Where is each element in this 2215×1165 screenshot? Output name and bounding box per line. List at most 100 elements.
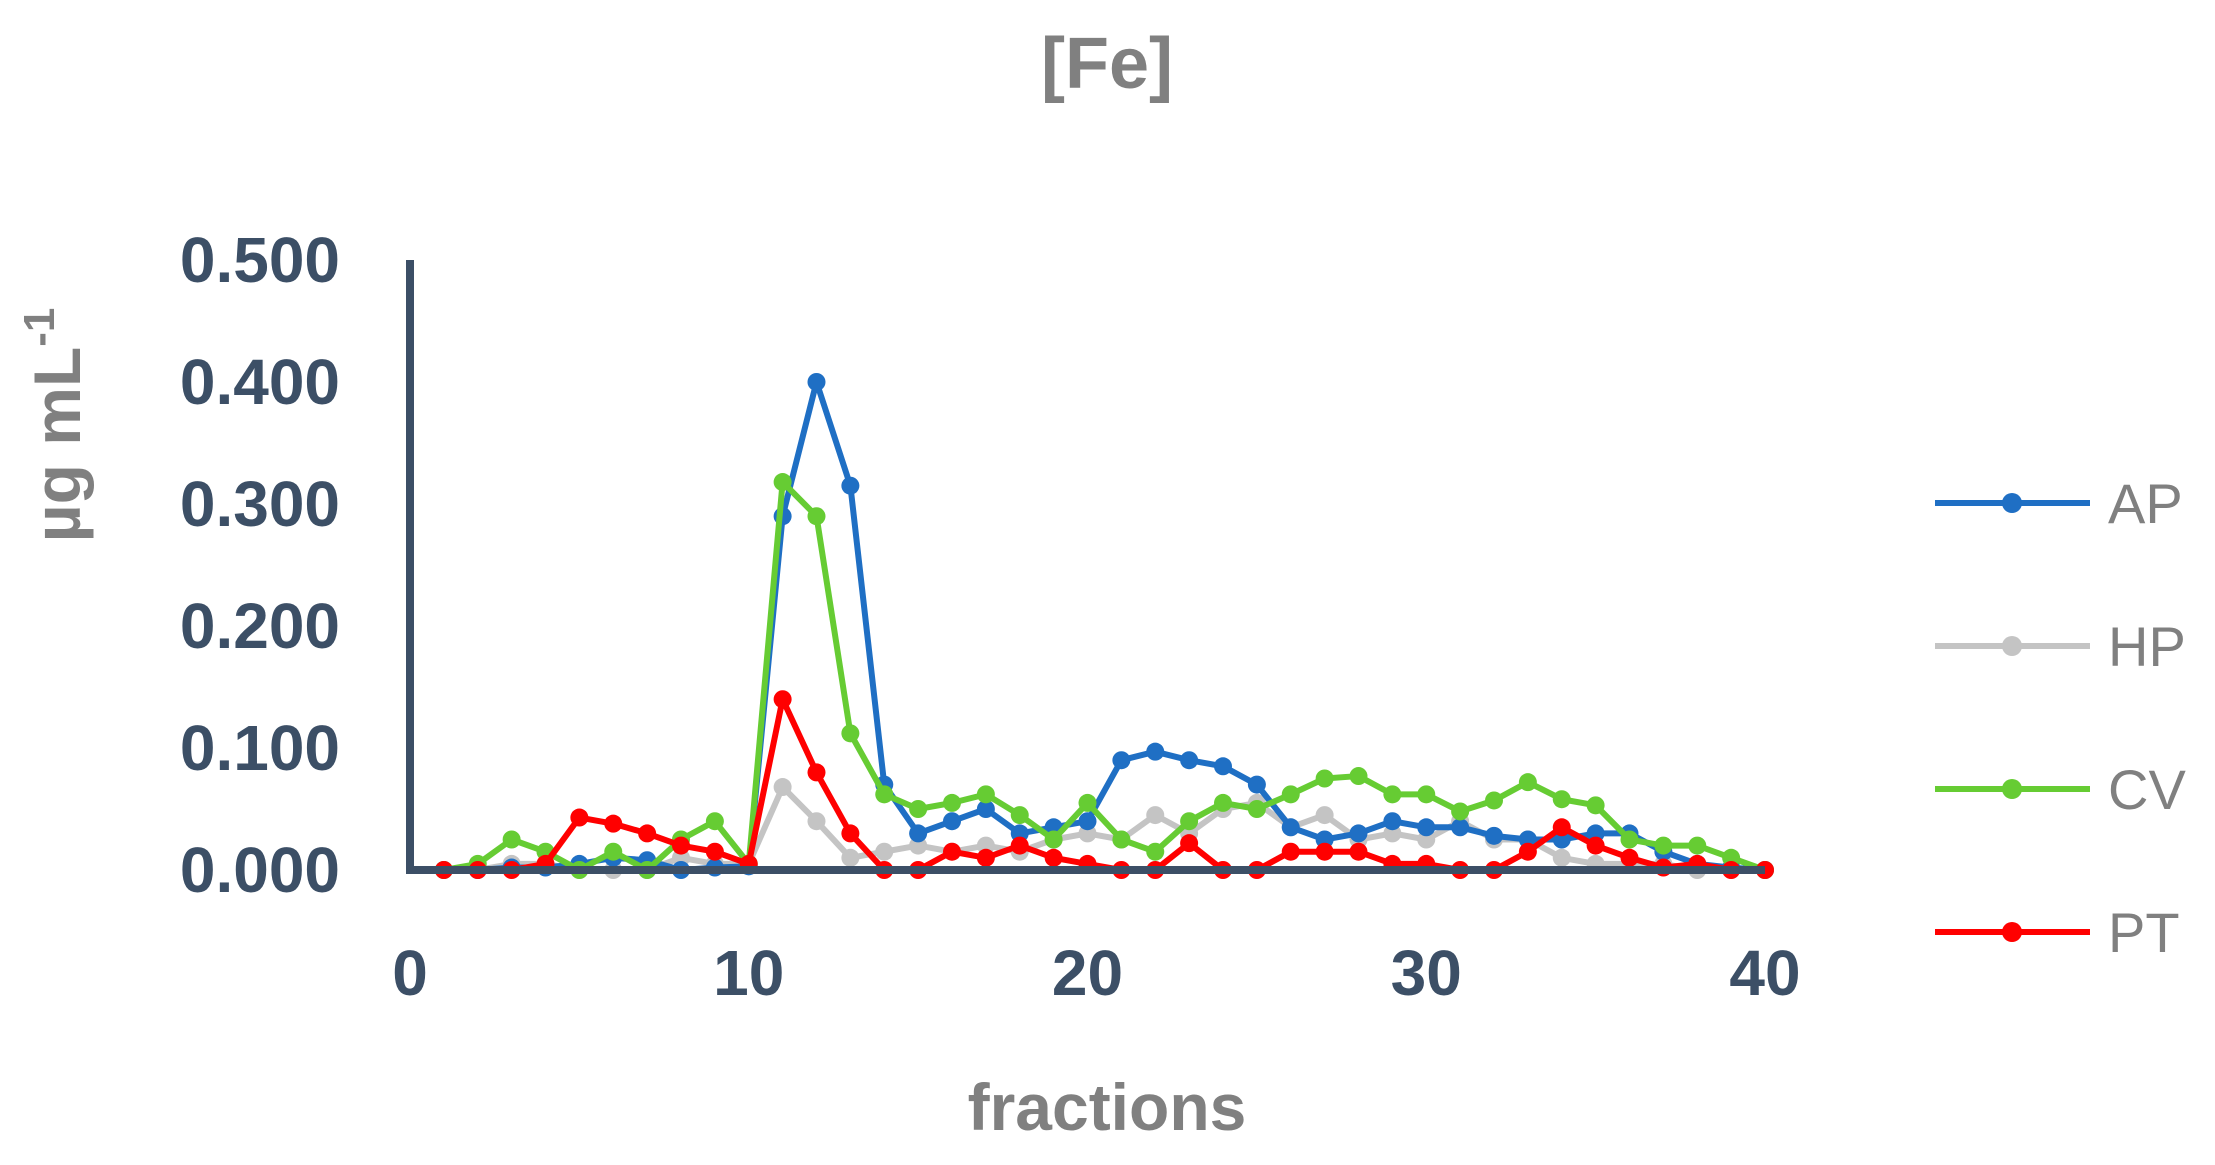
y-axis-label-main: µg mL — [20, 347, 94, 543]
data-point-pt — [604, 814, 623, 833]
data-point-ap — [807, 373, 826, 391]
x-tick-label: 30 — [1391, 937, 1462, 1009]
legend: AP HP CV PT — [1935, 472, 2186, 964]
data-point-pt — [1349, 842, 1368, 861]
legend-label-cv: CV — [2108, 758, 2186, 821]
data-point-pt — [705, 842, 724, 861]
data-point-ap — [943, 812, 961, 831]
data-point-hp — [1146, 806, 1165, 825]
legend-label-ap: AP — [2108, 472, 2183, 535]
data-point-pt — [1180, 834, 1199, 853]
data-point-cv — [705, 812, 724, 831]
data-point-cv — [807, 507, 826, 526]
x-tick-label: 40 — [1729, 937, 1800, 1009]
data-point-cv — [604, 842, 623, 861]
data-point-cv — [1654, 836, 1673, 855]
data-point-cv — [1146, 842, 1165, 861]
data-point-cv — [1552, 790, 1571, 809]
data-point-hp — [1552, 848, 1571, 867]
legend-label-hp: HP — [2108, 615, 2186, 678]
axes — [406, 260, 1765, 874]
data-point-hp — [841, 848, 860, 867]
y-axis-label: µg mL-1 — [15, 308, 94, 543]
data-point-pt — [1315, 842, 1334, 861]
data-point-ap — [909, 824, 928, 843]
data-point-cv — [1315, 769, 1334, 788]
data-point-pt — [672, 836, 690, 855]
data-point-cv — [1349, 767, 1368, 786]
y-tick-label: 0.000 — [180, 834, 340, 906]
legend-label-pt: PT — [2108, 901, 2180, 964]
data-point-pt — [1586, 836, 1605, 855]
data-point-cv — [1688, 836, 1707, 855]
data-point-cv — [1180, 812, 1199, 831]
data-point-cv — [976, 785, 995, 804]
data-point-hp — [807, 812, 826, 831]
data-point-pt — [943, 842, 961, 861]
data-point-cv — [1485, 791, 1503, 810]
data-point-cv — [943, 793, 961, 812]
data-point-cv — [1586, 796, 1605, 815]
legend-marker-pt — [2002, 922, 2022, 942]
x-tick-label: 20 — [1052, 937, 1123, 1009]
data-point-cv — [1214, 793, 1232, 812]
data-point-ap — [976, 800, 995, 818]
y-tick-label: 0.100 — [180, 712, 340, 784]
series-group — [434, 373, 1774, 879]
legend-marker-ap — [2002, 493, 2022, 513]
chart-title: [Fe] — [1041, 24, 1173, 104]
legend-marker-cv — [2002, 779, 2022, 799]
series-line-cv — [440, 479, 1768, 873]
data-point-pt — [1518, 842, 1537, 861]
data-point-ap — [1485, 826, 1503, 845]
data-point-cv — [1044, 830, 1063, 849]
data-point-hp — [1315, 806, 1334, 825]
data-point-ap — [1349, 824, 1368, 843]
data-point-pt — [1044, 848, 1063, 867]
x-axis-ticks: 0 10 20 30 40 — [392, 937, 1800, 1009]
data-point-hp — [875, 842, 894, 861]
data-point-pt — [1281, 842, 1300, 861]
data-point-ap — [1214, 757, 1232, 776]
data-point-cv — [1620, 830, 1639, 849]
data-point-cv — [1078, 793, 1097, 812]
y-tick-label: 0.400 — [180, 346, 340, 418]
data-point-pt — [976, 848, 995, 867]
x-axis-label: fractions — [968, 1070, 1247, 1144]
data-point-ap — [1417, 818, 1436, 837]
data-point-ap — [1451, 818, 1470, 837]
legend-marker-hp — [2002, 636, 2022, 656]
data-point-cv — [1518, 773, 1537, 792]
data-point-pt — [638, 824, 657, 843]
data-point-pt — [841, 824, 860, 843]
data-point-cv — [1010, 806, 1029, 825]
y-axis-ticks: 0.000 0.100 0.200 0.300 0.400 0.500 — [180, 224, 340, 906]
x-tick-label: 10 — [713, 937, 784, 1009]
data-point-ap — [1078, 812, 1097, 831]
x-tick-label: 0 — [392, 937, 428, 1009]
data-point-ap — [1146, 742, 1165, 761]
data-point-pt — [1552, 818, 1571, 837]
data-point-pt — [807, 763, 826, 782]
y-axis-label-superscript: -1 — [15, 308, 64, 347]
data-point-pt — [1010, 836, 1029, 855]
data-point-cv — [909, 800, 928, 818]
data-point-cv — [1417, 785, 1436, 804]
data-point-cv — [1247, 800, 1266, 818]
data-point-cv — [1281, 785, 1300, 804]
data-point-cv — [1112, 830, 1131, 849]
data-point-cv — [1383, 785, 1402, 804]
data-point-cv — [1451, 802, 1470, 821]
data-point-cv — [875, 785, 894, 804]
data-point-ap — [1281, 818, 1300, 837]
data-point-ap — [1383, 812, 1402, 831]
data-point-pt — [1620, 848, 1639, 867]
data-point-ap — [1247, 775, 1266, 794]
data-point-ap — [841, 476, 860, 495]
y-tick-label: 0.300 — [180, 468, 340, 540]
data-point-ap — [1180, 751, 1199, 770]
data-point-pt — [773, 690, 792, 709]
data-point-pt — [570, 808, 589, 827]
y-tick-label: 0.200 — [180, 590, 340, 662]
